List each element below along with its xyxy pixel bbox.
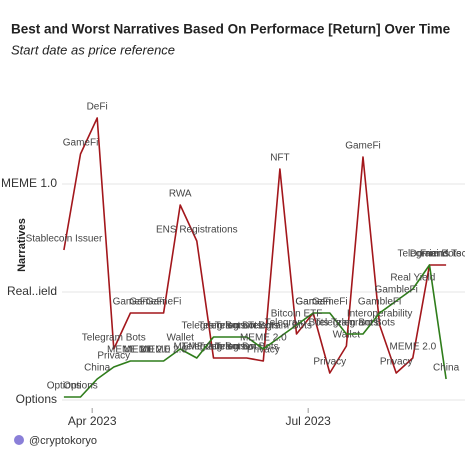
point-label: GameFi [295, 297, 331, 308]
point-label: GambleFi [358, 297, 401, 308]
point-label: MEME 2.0 [124, 345, 171, 356]
point-label: NFT [270, 153, 289, 164]
x-tick-label: Apr 2023 [68, 414, 117, 428]
y-tick-label: Options [16, 392, 57, 406]
series-line [63, 117, 447, 374]
point-label: Friend.Tech [420, 249, 465, 260]
y-tick-label: Real..ield [7, 284, 57, 298]
point-label: MEME 2.0 [174, 342, 221, 353]
series-line [63, 264, 447, 398]
point-label: Privacy [247, 345, 280, 356]
point-label: RWA [169, 189, 192, 200]
point-label: Telegram Bots [248, 321, 312, 332]
point-label: Bitcoin ETF [271, 309, 323, 320]
point-label: Real Yield [390, 273, 435, 284]
point-label: Options [63, 381, 97, 392]
point-label: Privacy [380, 357, 413, 368]
point-label: MEME 2.0 [107, 345, 154, 356]
point-label: Telegram Bots [198, 342, 262, 353]
point-label: ENS Registrations [156, 225, 238, 236]
x-tick-label: Jul 2023 [285, 414, 331, 428]
point-label: GameFi [312, 297, 348, 308]
point-label: Telegram Bots [215, 342, 279, 353]
footer: @cryptokoryo [29, 435, 97, 447]
point-label: Telegram Bots [182, 321, 246, 332]
point-label: GameFi [146, 297, 182, 308]
point-label: Telegram Bots [182, 342, 246, 353]
y-axis-title: Narratives [16, 218, 28, 272]
chart-subtitle: Start date as price reference [11, 42, 175, 57]
point-label: GameFi [129, 297, 165, 308]
point-label: Telegram Bots [331, 318, 395, 329]
y-tick-label: MEME 1.0 [1, 176, 57, 190]
point-label: Domains [410, 249, 449, 260]
point-label: Telegram Bots [398, 249, 462, 260]
point-label: Wallet [167, 333, 195, 344]
point-label: China [433, 363, 460, 374]
point-label: GameFi [113, 297, 149, 308]
point-label: Stablecoin Issuer [26, 234, 103, 245]
point-label: Wallet [333, 330, 361, 341]
point-label: Telegram Bots [198, 321, 262, 332]
point-label: Privacy [97, 351, 130, 362]
point-label: GameFi [295, 297, 331, 308]
chart-title: Best and Worst Narratives Based On Perfo… [11, 22, 451, 37]
point-label: Telegram Bots [82, 333, 146, 344]
point-label: MEME 2.0 [240, 333, 287, 344]
point-label: MEME 2.0 [390, 342, 437, 353]
point-label: MEME 2.0 [140, 345, 187, 356]
point-label: GambleFi [375, 285, 418, 296]
point-label: GameFi [345, 141, 381, 152]
point-label: Privacy [313, 357, 346, 368]
point-label: Telegram Bots [314, 318, 378, 329]
point-label: China [84, 363, 111, 374]
point-label: GameFi [63, 138, 99, 149]
point-label: Telegram Bots [265, 318, 329, 329]
point-label: Options [47, 381, 81, 392]
point-label: Telegram Bots [215, 321, 279, 332]
footer-icon [14, 435, 24, 445]
point-label: DeFi [87, 102, 108, 113]
